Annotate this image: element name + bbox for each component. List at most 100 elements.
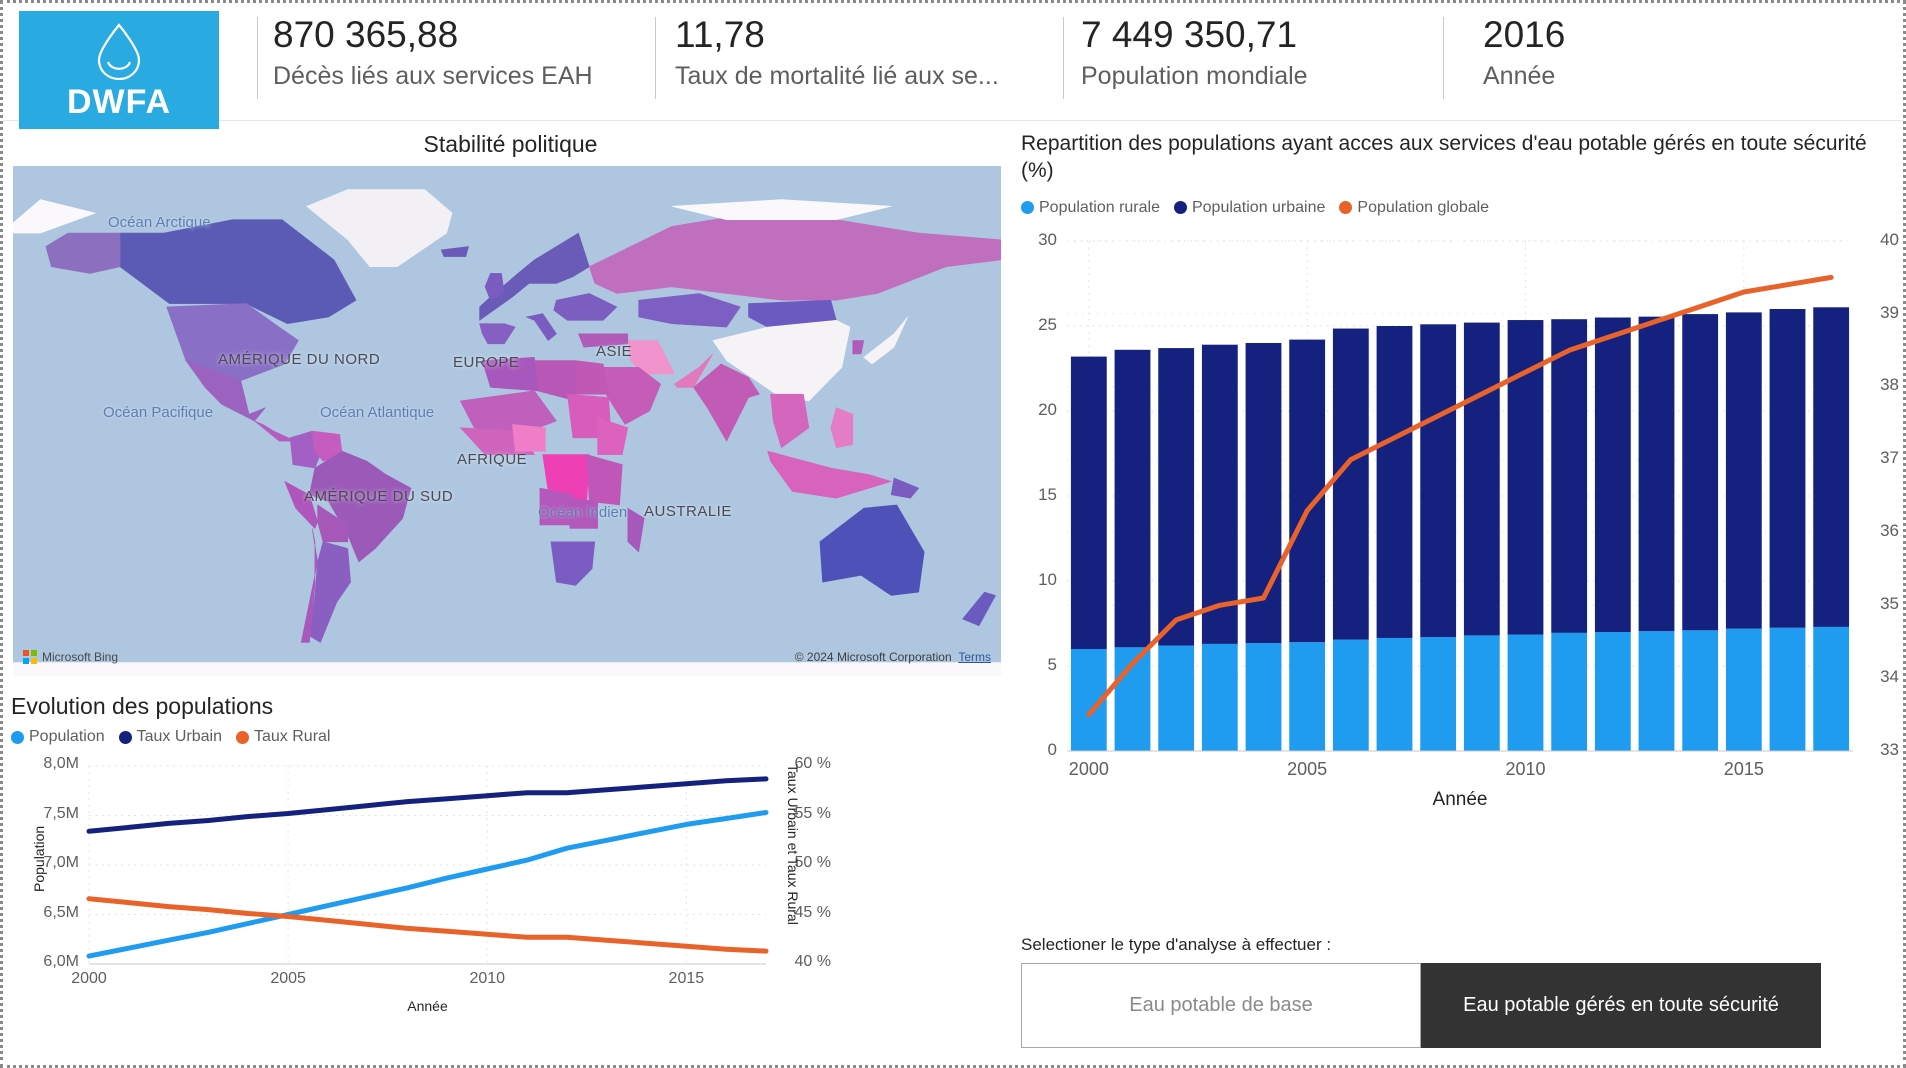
- kpi-world-population: 7 449 350,71 Population mondiale: [1081, 13, 1308, 93]
- microsoft-squares-icon: [23, 650, 37, 664]
- line-series-population[interactable]: [86, 810, 769, 959]
- y-axis-title: Population: [31, 825, 47, 892]
- bar-segment-urban[interactable]: [1813, 307, 1850, 627]
- kpi-label: Année: [1483, 62, 1556, 91]
- bar-chart-plot[interactable]: 0 5 10 15 20 25 30 33 34 35 36 37 38 39 40 2000 2005 2010…: [1021, 223, 1901, 827]
- bar-segment-urban[interactable]: [1725, 312, 1762, 629]
- y-axis-tick-label: 5: [1047, 654, 1057, 674]
- bar-segment-rural[interactable]: [1158, 645, 1195, 751]
- legend-label: Population globale: [1357, 198, 1490, 216]
- bar-segment-urban[interactable]: [1769, 308, 1806, 628]
- legend-item[interactable]: Taux Rural: [236, 728, 330, 746]
- bar-segment-urban[interactable]: [1420, 324, 1457, 637]
- legend-color-dot: [1339, 201, 1353, 215]
- kpi-divider: [1063, 17, 1064, 99]
- continent-label: AUSTRALIE: [644, 503, 732, 520]
- world-map[interactable]: Océan Arctique Océan Pacifique Océan Atlan…: [13, 166, 1001, 676]
- terms-link[interactable]: Terms: [958, 650, 991, 664]
- y2-axis-tick-label: 33: [1880, 739, 1899, 759]
- map-region-eeu: [553, 293, 618, 321]
- map-region-eafrica: [586, 454, 623, 506]
- bar-segment-rural[interactable]: [1725, 628, 1762, 751]
- legend-item[interactable]: Population urbaine: [1173, 198, 1326, 217]
- slicer-buttons[interactable]: Eau potable de base Eau potable gérés en…: [1021, 963, 1901, 1048]
- bar-segment-rural[interactable]: [1813, 626, 1850, 751]
- slicer-option-basic[interactable]: Eau potable de base: [1021, 963, 1421, 1048]
- bar-segment-urban[interactable]: [1114, 349, 1151, 648]
- kpi-value: 11,78: [675, 14, 765, 55]
- bar-segment-urban[interactable]: [1682, 313, 1719, 631]
- line-chart-legend[interactable]: Population Taux Urbain Taux Rural: [11, 728, 1011, 746]
- y-axis-tick-label: 10: [1038, 569, 1057, 589]
- bar-segment-urban[interactable]: [1376, 325, 1413, 638]
- bar-segment-urban[interactable]: [1070, 356, 1107, 649]
- bar-chart-title: Repartition des populations ayant acces …: [1021, 132, 1867, 182]
- bar-segment-rural[interactable]: [1420, 636, 1457, 751]
- bar-segment-rural[interactable]: [1332, 639, 1369, 751]
- x-axis-title: Année: [1432, 788, 1488, 810]
- bar-segment-urban[interactable]: [1158, 347, 1195, 646]
- bar-segment-urban[interactable]: [1201, 344, 1238, 644]
- bar-segment-rural[interactable]: [1682, 630, 1719, 751]
- kpi-divider: [655, 17, 656, 99]
- y2-axis-tick-label: 37: [1880, 448, 1899, 468]
- bar-segment-rural[interactable]: [1594, 631, 1631, 751]
- map-region-peru: [284, 480, 318, 529]
- y-axis-tick-label: 6,0M: [43, 953, 79, 970]
- bar-segment-urban[interactable]: [1638, 316, 1675, 631]
- line-chart-plot[interactable]: 6,0M 6,5M 7,0M 7,5M 8,0M 40 % 45 % 50 % 55 % 60 %…: [11, 752, 1011, 1024]
- bar-segment-urban[interactable]: [1332, 328, 1369, 640]
- bar-segment-urban[interactable]: [1551, 318, 1588, 633]
- kpi-value: 2016: [1483, 14, 1566, 55]
- map-title: Stabilité politique: [423, 131, 598, 157]
- map-region-australia: [819, 504, 925, 596]
- legend-item[interactable]: Population rurale: [1021, 199, 1160, 217]
- map-region-negypt: [575, 360, 609, 395]
- analysis-type-slicer[interactable]: Selectioner le type d'analyse à effectue…: [1021, 935, 1901, 1048]
- x-axis-title: Année: [407, 998, 448, 1014]
- bar-chart-legend[interactable]: Population rurale Population urbaine Popul…: [1021, 199, 1901, 217]
- population-evolution-visual[interactable]: Evolution des populations Population Taux…: [11, 693, 1011, 1068]
- legend-item[interactable]: Population: [11, 728, 105, 746]
- legend-label: Population: [29, 728, 105, 745]
- x-axis-tick-label: 2015: [1723, 758, 1764, 779]
- map-attribution: © 2024 Microsoft Corporation Terms: [795, 650, 991, 664]
- bar-segment-urban[interactable]: [1594, 317, 1631, 632]
- bar-segment-rural[interactable]: [1507, 634, 1544, 751]
- bar-segment-rural[interactable]: [1769, 627, 1806, 751]
- map-region-korea: [852, 340, 865, 355]
- map-region-pak: [673, 353, 714, 388]
- y2-axis-tick-label: 34: [1880, 666, 1899, 686]
- bar-segment-rural[interactable]: [1638, 630, 1675, 751]
- legend-color-dot: [1173, 201, 1187, 215]
- line-series-taux-rural[interactable]: [86, 896, 769, 954]
- legend-item[interactable]: Taux Urbain: [118, 728, 222, 746]
- map-visual[interactable]: Stabilité politique Océan Arctique Océan …: [13, 127, 1008, 687]
- x-axis-tick-label: 2005: [1287, 758, 1328, 779]
- water-access-visual[interactable]: Repartition des populations ayant acces …: [1021, 131, 1901, 921]
- bar-segment-rural[interactable]: [1289, 641, 1326, 751]
- map-region-centam: [254, 420, 296, 442]
- map-region-zambia: [567, 497, 598, 529]
- line-series-taux-urbain[interactable]: [86, 776, 769, 834]
- y2-axis-tick-label: 60 %: [794, 755, 831, 772]
- map-region-svalbard-ice: [671, 199, 892, 220]
- x-axis-tick-label: 2010: [1505, 758, 1546, 779]
- kpi-divider: [257, 17, 258, 99]
- bar-segment-rural[interactable]: [1551, 632, 1588, 751]
- bar-segment-urban[interactable]: [1463, 322, 1500, 636]
- bar-segment-rural[interactable]: [1201, 643, 1238, 751]
- map-region-philippines: [830, 407, 854, 449]
- map-region-italy: [525, 313, 557, 341]
- bar-segment-rural[interactable]: [1245, 642, 1282, 751]
- slicer-option-safely-managed[interactable]: Eau potable gérés en toute sécurité: [1421, 963, 1821, 1048]
- bar-segment-rural[interactable]: [1463, 635, 1500, 751]
- bar-segment-urban[interactable]: [1289, 339, 1326, 642]
- legend-label: Population urbaine: [1191, 198, 1326, 216]
- water-drop-icon: [87, 21, 151, 83]
- bar-segment-rural[interactable]: [1376, 637, 1413, 751]
- map-region-iran: [627, 340, 675, 375]
- line-series-global[interactable]: [1086, 274, 1834, 717]
- legend-item[interactable]: Population globale: [1339, 199, 1489, 217]
- y2-axis-tick-label: 50 %: [794, 854, 831, 871]
